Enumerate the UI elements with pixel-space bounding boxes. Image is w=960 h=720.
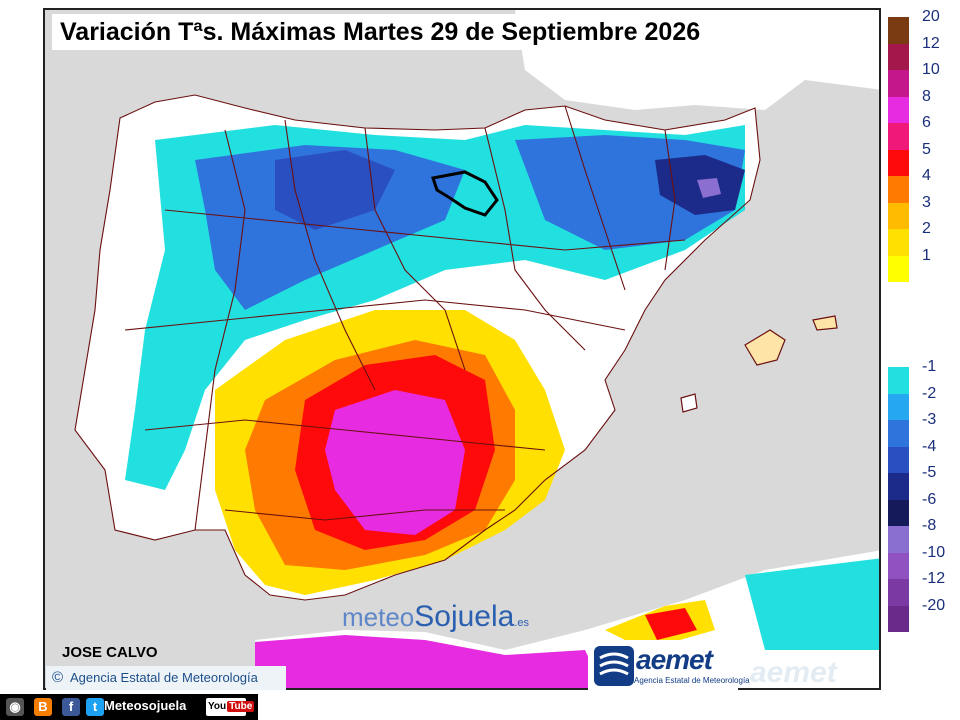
legend-label-pos-9: 1 [922,246,931,264]
watermark-suffix: .es [514,617,530,629]
legend-swatch-pos-9 [888,255,909,282]
legend-label-pos-4: 6 [922,114,931,131]
legend-label-neg-1: -2 [922,384,937,402]
legend-label-pos-0: 20 [922,8,940,25]
aemet-logo-word: aemet [636,644,713,675]
watermark-part1: meteo [342,602,415,632]
agency-credit-text: Agencia Estatal de Meteorología [69,670,258,685]
youtube-tube: Tube [227,701,255,712]
legend-label-pos-1: 12 [922,34,940,52]
legend-swatch-pos-4 [888,123,909,150]
instagram-icon[interactable]: ◉ [6,698,24,716]
watermark-part2: Sojuela [414,600,515,633]
legend-label-neg-4: -5 [922,464,937,481]
legend-swatch-pos-0 [888,17,909,44]
mallorca [744,329,786,366]
facebook-icon[interactable]: f [62,698,80,716]
legend-label-neg-6: -8 [922,517,937,534]
copyright-icon: © [52,669,64,686]
twitter-icon[interactable]: t [86,698,104,716]
legend-label-neg-7: -10 [922,543,946,561]
aemet-ghost-watermark: aemet [750,656,837,689]
legend-swatch-pos-5 [888,149,909,176]
legend-swatch-neg-4 [888,473,909,500]
youtube-you: You [208,701,227,712]
legend-label-pos-2: 10 [922,61,940,78]
ibiza [680,393,698,413]
legend-swatch-neg-3 [888,446,909,473]
legend-label-neg-3: -4 [922,437,937,455]
legend-swatch-neg-7 [888,552,909,579]
legend-label-pos-6: 4 [922,167,931,184]
legend-label-pos-7: 3 [922,193,931,211]
legend-label-neg-5: -6 [922,490,937,508]
legend-label-neg-2: -3 [922,411,937,428]
legend-label-neg-0: -1 [922,358,937,375]
legend-swatch-pos-1 [888,43,909,70]
legend-swatch-pos-3 [888,96,909,123]
aemet-logo [588,640,738,690]
legend-swatch-pos-7 [888,202,909,229]
aemet-logo-icon [594,646,634,686]
meteosojuela-watermark: meteoSojuela.es [342,600,529,634]
temperature-map [43,8,881,690]
aemet-logo-subtitle: Agencia Estatal de Meteorología [634,676,750,685]
la-rioja-outline [431,170,499,217]
legend-label-neg-8: -12 [922,570,946,587]
legend-swatch-neg-2 [888,420,909,447]
legend-label-pos-8: 2 [922,220,931,237]
legend-swatch-neg-1 [888,393,909,420]
legend-swatch-neg-9 [888,605,909,632]
legend-swatch-pos-2 [888,70,909,97]
color-legend: 20 12 10 8 6 5 4 3 2 1 -1 -2 -3 -4 -5 -6 -8 -10 -12 -20 [888,8,958,692]
legend-swatch-pos-6 [888,176,909,203]
legend-label-pos-3: 8 [922,87,931,105]
legend-swatch-neg-0 [888,367,909,394]
map-title: Variación Tªs. Máximas Martes 29 de Sept… [52,14,872,50]
social-name: Meteosojuela [104,698,187,713]
author-label: JOSE CALVO [62,644,158,661]
agency-credit: © Agencia Estatal de Meteorología [46,666,286,690]
blogger-icon[interactable]: B [34,698,52,716]
legend-swatch-neg-8 [888,579,909,606]
menorca [812,315,838,331]
legend-swatch-neg-5 [888,499,909,526]
legend-label-neg-9: -20 [922,596,946,614]
legend-swatch-pos-8 [888,229,909,256]
legend-label-pos-5: 5 [922,140,931,158]
social-bar: ◉ B f t Meteosojuela You Tube [0,694,258,720]
youtube-icon[interactable]: You Tube [206,698,255,716]
legend-swatch-neg-6 [888,526,909,553]
